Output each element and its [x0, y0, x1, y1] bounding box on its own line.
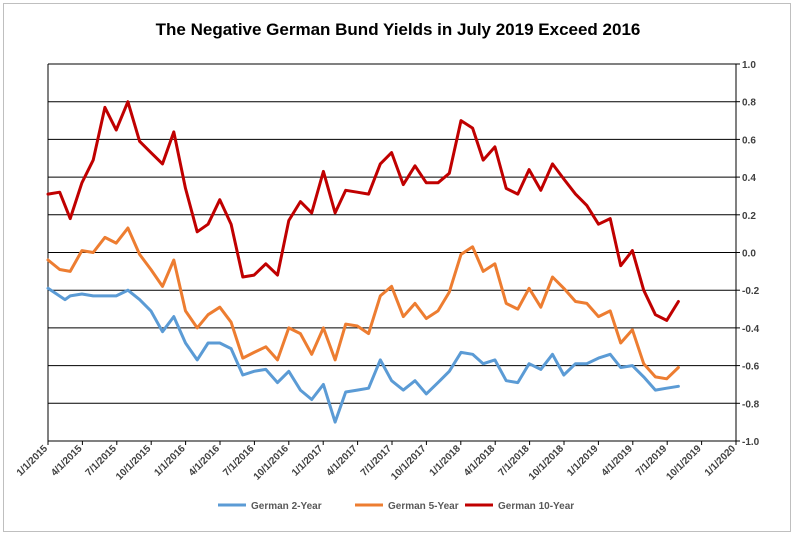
x-tick-label: 1/1/2019 [565, 443, 601, 479]
y-axis-ticks: 1.0 0.8 0.6 0.4 0.2 0.0 -0.2 -0.4 -0.6 -0.8 -1.0 [742, 60, 760, 448]
legend-label: German 5-Year [388, 501, 459, 512]
axes [47, 63, 740, 445]
x-tick-label: 1/1/2017 [290, 443, 326, 479]
y-tick-label: 0.6 [742, 135, 756, 146]
x-tick-label: 7/1/2019 [634, 443, 670, 479]
x-tick-label: 1/1/2015 [15, 443, 51, 479]
y-tick-label: 0.0 [742, 249, 756, 260]
series-line-1 [46, 286, 680, 424]
series-line-2 [46, 226, 680, 381]
legend: German 2-Year German 5-Year German 10-Year [218, 501, 574, 512]
series-layer [46, 100, 680, 424]
y-tick-label: -0.4 [742, 324, 760, 335]
x-tick-label: 10/1/2016 [252, 443, 292, 483]
legend-label: German 10-Year [498, 501, 574, 512]
y-tick-label: 0.4 [742, 173, 756, 184]
series-line-3 [46, 100, 680, 322]
y-tick-label: -1.0 [742, 437, 760, 448]
legend-label: German 2-Year [251, 501, 322, 512]
x-tick-label: 1/1/2018 [428, 443, 464, 479]
y-tick-label: 0.2 [742, 211, 756, 222]
x-tick-label: 10/1/2017 [389, 443, 429, 483]
x-tick-label: 4/1/2019 [600, 443, 636, 479]
y-tick-label: 0.8 [742, 98, 756, 109]
y-tick-label: -0.2 [742, 286, 760, 297]
x-tick-label: 4/1/2018 [462, 443, 498, 479]
x-tick-label: 4/1/2016 [187, 443, 223, 479]
x-tick-label: 4/1/2017 [324, 443, 360, 479]
y-tick-label: -0.8 [742, 399, 760, 410]
y-tick-label: -0.6 [742, 362, 760, 373]
x-tick-label: 7/1/2017 [359, 443, 395, 479]
x-tick-label: 7/1/2015 [84, 443, 120, 479]
x-tick-label: 7/1/2018 [496, 443, 532, 479]
x-tick-label: 1/1/2016 [152, 443, 188, 479]
x-tick-label: 10/1/2018 [527, 443, 567, 483]
y-tick-label: 1.0 [742, 60, 756, 71]
x-tick-label: 1/1/2020 [703, 443, 739, 479]
x-tick-label: 10/1/2015 [114, 443, 154, 483]
chart-title: The Negative German Bund Yields in July … [155, 20, 641, 39]
chart-frame [3, 3, 791, 532]
x-tick-label: 10/1/2019 [664, 443, 704, 483]
x-tick-label: 7/1/2016 [221, 443, 257, 479]
x-tick-label: 4/1/2015 [49, 443, 85, 479]
